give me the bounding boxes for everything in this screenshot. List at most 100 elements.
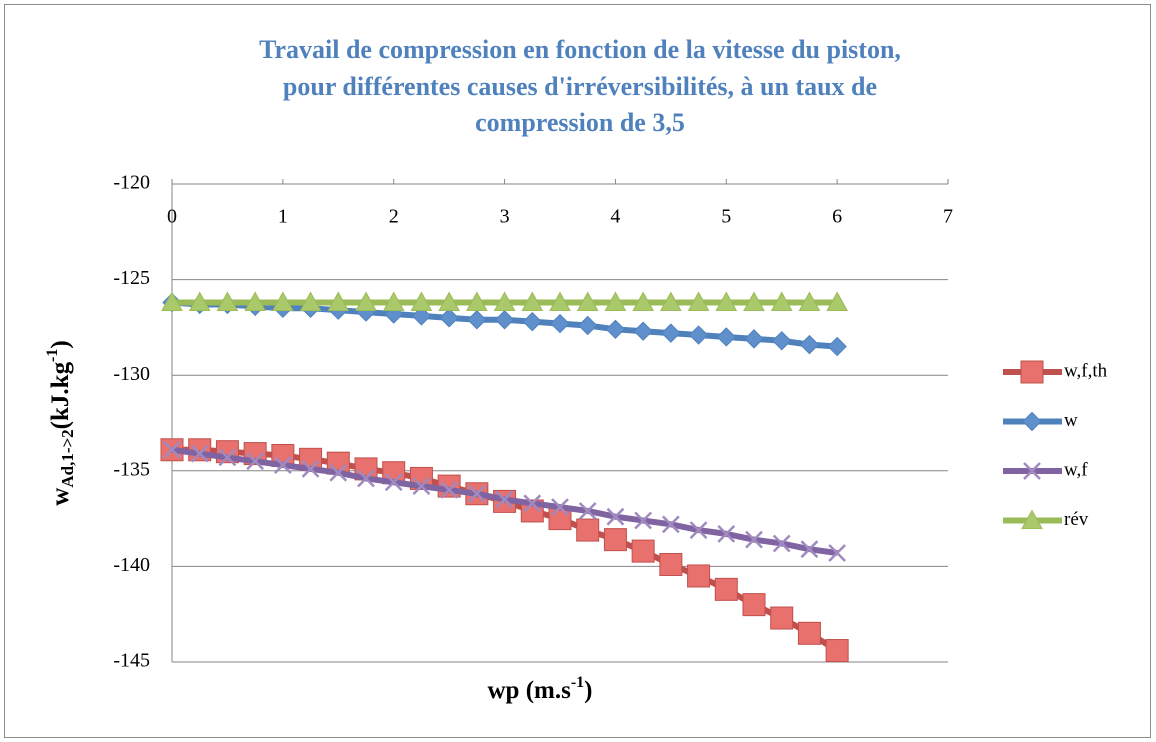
marker-cross (440, 481, 459, 499)
marker-triangle (826, 291, 848, 312)
marker-diamond (439, 308, 459, 328)
marker-cross (163, 440, 181, 459)
y-axis-title: wAd,1->2(kJ.kg-1) (44, 340, 77, 505)
marker-triangle (466, 291, 488, 312)
marker-triangle (576, 291, 599, 312)
marker-cross (634, 511, 653, 530)
marker-triangle (188, 291, 211, 312)
x-tick-label: 2 (389, 206, 399, 228)
chart-title: compression de 3,5 (475, 108, 685, 137)
marker-cross (190, 444, 209, 463)
x-axis-title: wp (m.s-1) (488, 674, 593, 704)
x-tick-label: 1 (278, 206, 288, 228)
marker-triangle (216, 291, 239, 312)
marker-diamond (467, 310, 487, 330)
marker-diamond (799, 334, 820, 355)
marker-square (659, 552, 683, 576)
marker-triangle (438, 291, 460, 312)
legend-marker (1021, 509, 1043, 529)
marker-diamond (411, 306, 432, 326)
marker-cross (606, 507, 625, 526)
marker-diamond (494, 310, 515, 330)
marker-triangle (521, 291, 544, 312)
marker-cross (357, 469, 375, 488)
marker-diamond (550, 313, 570, 334)
marker-triangle (299, 291, 322, 312)
marker-triangle (410, 291, 433, 312)
x-tick-label: 0 (167, 206, 177, 228)
x-axis-title-sup: -1 (571, 674, 584, 691)
y-tick-label: -125 (113, 267, 150, 289)
chart-title: pour différentes causes d'irréversibilit… (283, 72, 877, 101)
x-tick-label: 4 (610, 206, 620, 228)
marker-triangle (244, 291, 266, 312)
x-axis-title-end: ) (584, 677, 592, 704)
x-axis-title-main: wp (m.s (488, 677, 572, 704)
marker-triangle (715, 291, 738, 312)
marker-square (576, 518, 600, 542)
marker-cross (717, 525, 736, 543)
x-tick-label: 5 (721, 206, 731, 228)
legend-label: w (1064, 410, 1078, 431)
x-tick-label: 7 (943, 206, 953, 228)
marker-diamond (772, 331, 792, 351)
marker-square (825, 639, 849, 663)
marker-square (770, 606, 794, 630)
legend-marker (1020, 360, 1044, 384)
marker-cross (551, 498, 569, 517)
marker-cross (273, 456, 292, 474)
marker-cross (246, 452, 265, 471)
legend-label: w,f,th (1064, 360, 1108, 381)
marker-square (687, 564, 711, 588)
y-tick-label: -140 (113, 554, 150, 576)
marker-diamond (688, 325, 709, 345)
marker-cross (384, 473, 403, 492)
marker-triangle (743, 291, 765, 312)
y-axis-title-rest: (kJ.kg (47, 361, 74, 429)
y-tick-label: -120 (113, 172, 150, 194)
marker-square (631, 539, 655, 563)
y-axis-title-end: ) (47, 340, 74, 348)
marker-cross (495, 490, 514, 509)
legend-marker (1022, 411, 1042, 432)
marker-triangle (798, 291, 821, 312)
marker-cross (578, 502, 597, 520)
marker-square (603, 528, 627, 552)
x-tick-label: 6 (832, 206, 842, 228)
marker-cross (745, 530, 763, 549)
marker-triangle (549, 291, 571, 312)
marker-square (797, 621, 821, 645)
chart-frame (4, 4, 1151, 738)
marker-cross (412, 477, 431, 495)
marker-square (714, 577, 738, 601)
marker-triangle (161, 291, 183, 312)
marker-triangle (355, 291, 377, 312)
marker-cross (772, 534, 791, 553)
marker-cross (689, 521, 708, 539)
marker-diamond (633, 321, 653, 341)
marker-diamond (605, 319, 626, 340)
x-tick-label: 3 (500, 206, 510, 228)
marker-diamond (827, 336, 847, 357)
marker-cross (523, 494, 542, 513)
marker-cross (218, 448, 237, 467)
y-axis-title-main: w (47, 488, 74, 506)
chart-title: Travail de compression en fonction de la… (259, 35, 901, 64)
legend-marker (1023, 462, 1041, 480)
y-tick-label: -130 (113, 363, 150, 385)
y-tick-label: -135 (113, 458, 150, 480)
marker-cross (301, 460, 320, 478)
marker-diamond (744, 329, 764, 349)
marker-cross (329, 463, 348, 482)
marker-diamond (522, 311, 542, 332)
y-axis-title-sub: Ad,1->2 (58, 429, 77, 487)
marker-triangle (272, 291, 294, 312)
marker-diamond (716, 327, 736, 347)
marker-cross (661, 515, 680, 534)
marker-cross (800, 540, 819, 559)
legend-label: rév (1064, 509, 1089, 530)
y-tick-label: -145 (113, 650, 150, 672)
legend-label: w,f (1064, 459, 1088, 480)
